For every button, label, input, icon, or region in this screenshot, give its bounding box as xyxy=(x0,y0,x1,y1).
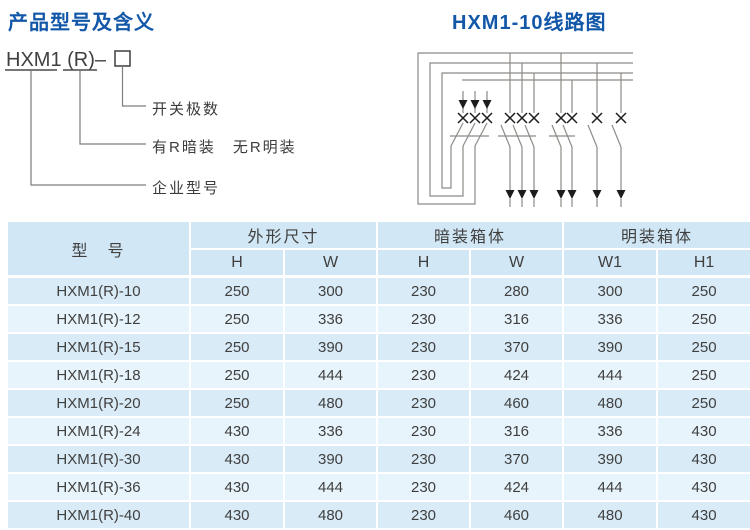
column-group-surface-box: 明装箱体 xyxy=(564,222,750,250)
table-body: HXM1(R)-10 250 300 230 280 300 250 HXM1(R)-12 25… xyxy=(8,278,750,530)
flow-arrows xyxy=(458,100,626,199)
dimension-value-cell: 444 xyxy=(285,474,379,502)
legend-label-mounting-type: 有R暗装 无R明装 xyxy=(152,139,297,156)
column-group-concealed-box: 暗装箱体 xyxy=(378,222,565,250)
model-name-cell: HXM1(R)-20 xyxy=(8,390,191,418)
dimension-value-cell: 460 xyxy=(471,390,565,418)
legend-label-pole-count: 开关极数 xyxy=(152,101,221,118)
dimension-value-cell: 280 xyxy=(471,278,565,306)
dimension-value-cell: 430 xyxy=(191,474,285,502)
model-name-cell: HXM1(R)-24 xyxy=(8,418,191,446)
dimension-value-cell: 444 xyxy=(285,362,379,390)
dimension-value-cell: 390 xyxy=(285,446,379,474)
subheader-concealed-h: H xyxy=(378,250,472,278)
dimension-value-cell: 316 xyxy=(471,306,565,334)
dimension-value-cell: 430 xyxy=(658,502,750,530)
dimension-value-cell: 336 xyxy=(564,418,659,446)
page-title-circuit-diagram: HXM1-10线路图 xyxy=(452,12,607,34)
dimension-value-cell: 300 xyxy=(564,278,659,306)
dimension-value-cell: 230 xyxy=(378,390,472,418)
dimension-value-cell: 230 xyxy=(378,418,472,446)
dimension-value-cell: 250 xyxy=(191,390,285,418)
dimension-value-cell: 336 xyxy=(285,306,379,334)
dimension-value-cell: 480 xyxy=(285,502,379,530)
model-designation-diagram: HXM1 (R)– xyxy=(5,49,146,186)
page-title-product-model: 产品型号及含义 xyxy=(8,12,155,34)
legend-connector-lines xyxy=(30,66,146,186)
table-row: HXM1(R)-15 250 390 230 370 390 250 xyxy=(8,334,750,362)
model-name-cell: HXM1(R)-36 xyxy=(8,474,191,502)
dimension-value-cell: 390 xyxy=(285,334,379,362)
dimension-spec-table: 型 号 外形尺寸 暗装箱体 明装箱体 H W H W W1 H1 HXM1(R)… xyxy=(8,222,750,530)
table-row: HXM1(R)-40 430 480 230 460 480 430 xyxy=(8,502,750,530)
model-name-cell: HXM1(R)-30 xyxy=(8,446,191,474)
dimension-value-cell: 460 xyxy=(471,502,565,530)
table-row: HXM1(R)-24 430 336 230 316 336 430 xyxy=(8,418,750,446)
legend-label-enterprise-model: 企业型号 xyxy=(152,180,221,197)
dimension-value-cell: 336 xyxy=(564,306,659,334)
subheader-concealed-w: W xyxy=(471,250,565,278)
dimension-value-cell: 430 xyxy=(191,502,285,530)
dimension-value-cell: 370 xyxy=(471,334,565,362)
column-header-model: 型 号 xyxy=(8,222,191,278)
model-name-cell: HXM1(R)-10 xyxy=(8,278,191,306)
table-row: HXM1(R)-30 430 390 230 370 390 430 xyxy=(8,446,750,474)
dimension-value-cell: 230 xyxy=(378,362,472,390)
model-name-cell: HXM1(R)-12 xyxy=(8,306,191,334)
dimension-value-cell: 370 xyxy=(471,446,565,474)
table-row: HXM1(R)-10 250 300 230 280 300 250 xyxy=(8,278,750,306)
model-name-cell: HXM1(R)-15 xyxy=(8,334,191,362)
dimension-value-cell: 250 xyxy=(191,334,285,362)
dimension-value-cell: 480 xyxy=(564,502,659,530)
dimension-value-cell: 430 xyxy=(191,446,285,474)
model-name-cell: HXM1(R)-18 xyxy=(8,362,191,390)
dimension-value-cell: 250 xyxy=(191,306,285,334)
column-group-overall-dimensions: 外形尺寸 xyxy=(191,222,379,250)
dimension-value-cell: 300 xyxy=(285,278,379,306)
pole-count-box xyxy=(114,50,131,67)
dimension-value-cell: 430 xyxy=(658,474,750,502)
dimension-value-cell: 230 xyxy=(378,334,472,362)
dimension-value-cell: 424 xyxy=(471,474,565,502)
subheader-surface-h1: H1 xyxy=(658,250,750,278)
dimension-value-cell: 316 xyxy=(471,418,565,446)
dimension-value-cell: 250 xyxy=(658,278,750,306)
dimension-value-cell: 424 xyxy=(471,362,565,390)
model-code-text: HXM1 (R)– xyxy=(6,49,107,71)
table-row: HXM1(R)-20 250 480 230 460 480 250 xyxy=(8,390,750,418)
dimension-value-cell: 480 xyxy=(564,390,659,418)
circuit-bus-lines xyxy=(417,52,633,207)
table-row: HXM1(R)-18 250 444 230 424 444 250 xyxy=(8,362,750,390)
dimension-value-cell: 230 xyxy=(378,306,472,334)
model-name-cell: HXM1(R)-40 xyxy=(8,502,191,530)
circuit-diagram xyxy=(417,52,633,207)
subheader-surface-w1: W1 xyxy=(564,250,659,278)
table-row: HXM1(R)-36 430 444 230 424 444 430 xyxy=(8,474,750,502)
dimension-value-cell: 230 xyxy=(378,278,472,306)
dimension-value-cell: 230 xyxy=(378,502,472,530)
dimension-value-cell: 250 xyxy=(658,334,750,362)
dimension-value-cell: 250 xyxy=(191,362,285,390)
table-group-header-row: 型 号 外形尺寸 暗装箱体 明装箱体 xyxy=(8,222,750,278)
subheader-overall-w: W xyxy=(285,250,379,278)
dimension-value-cell: 444 xyxy=(564,474,659,502)
dimension-value-cell: 336 xyxy=(285,418,379,446)
subheader-overall-h: H xyxy=(191,250,285,278)
dimension-value-cell: 230 xyxy=(378,474,472,502)
dimension-value-cell: 250 xyxy=(658,390,750,418)
dimension-value-cell: 390 xyxy=(564,334,659,362)
table-row: HXM1(R)-12 250 336 230 316 336 250 xyxy=(8,306,750,334)
dimension-value-cell: 430 xyxy=(658,418,750,446)
dimension-value-cell: 430 xyxy=(658,446,750,474)
dimension-value-cell: 250 xyxy=(658,362,750,390)
contact-cross-marks xyxy=(457,112,627,124)
table-sub-header-row: H W H W W1 H1 xyxy=(8,250,750,278)
dimension-value-cell: 230 xyxy=(378,446,472,474)
dimension-value-cell: 250 xyxy=(658,306,750,334)
dimension-value-cell: 480 xyxy=(285,390,379,418)
dimension-value-cell: 250 xyxy=(191,278,285,306)
dimension-value-cell: 444 xyxy=(564,362,659,390)
dimension-value-cell: 430 xyxy=(191,418,285,446)
dimension-value-cell: 390 xyxy=(564,446,659,474)
